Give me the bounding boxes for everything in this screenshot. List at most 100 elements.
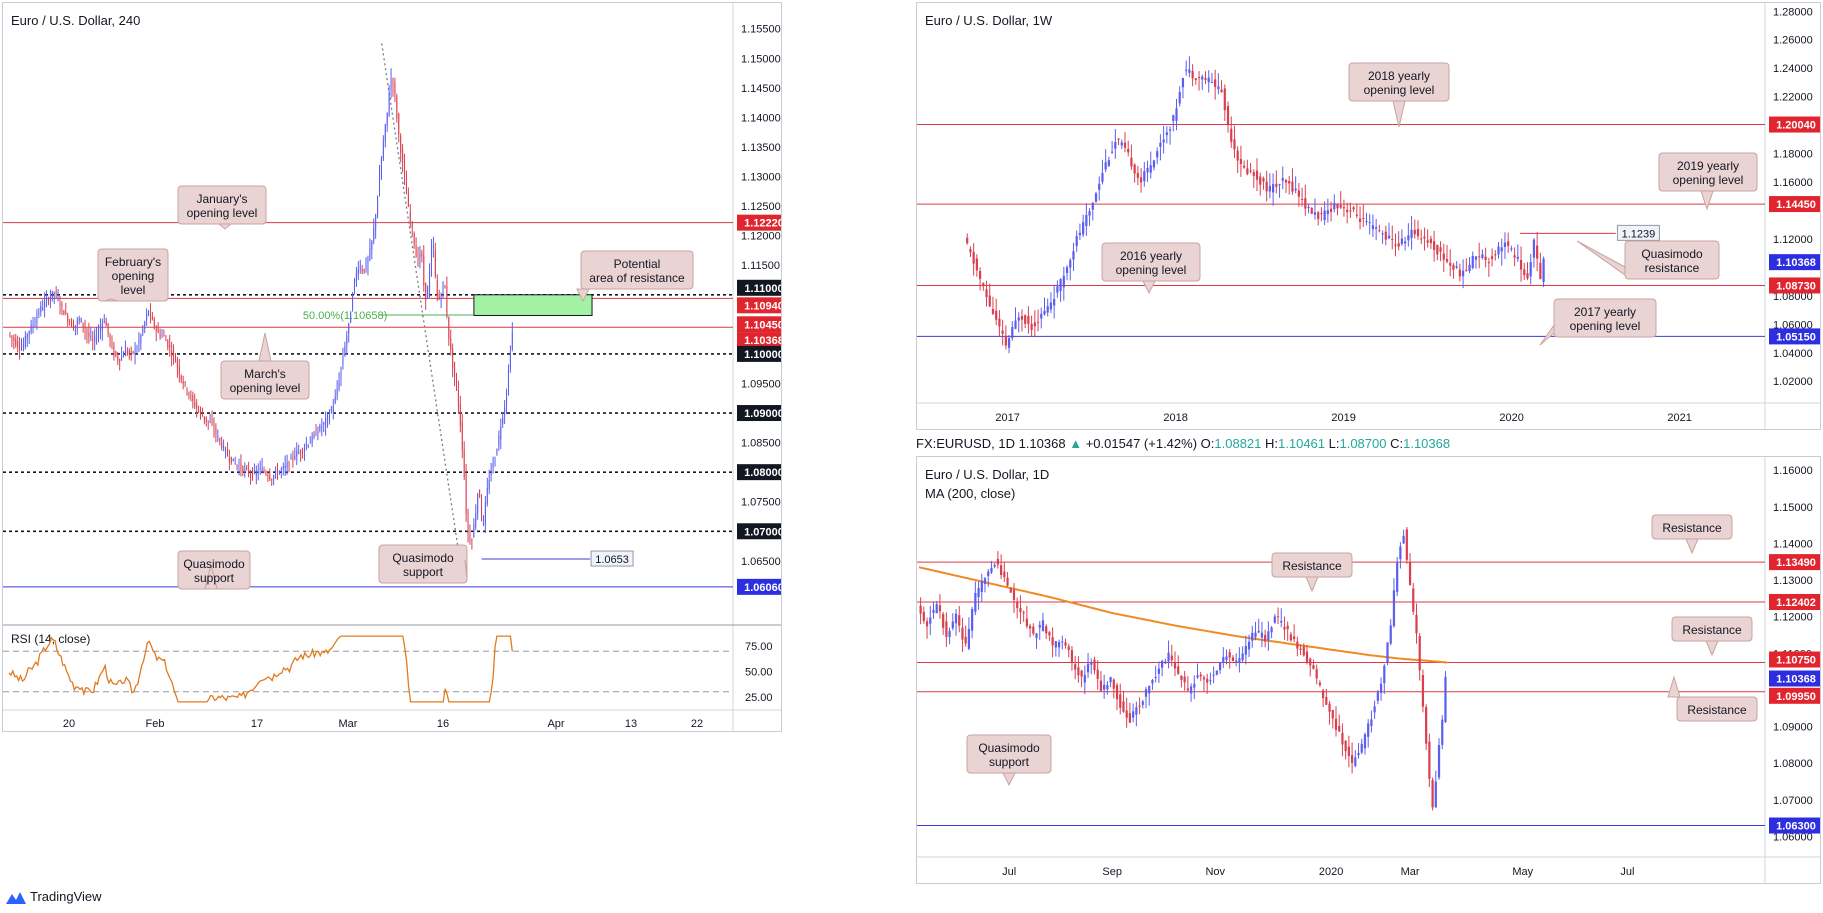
price-candle: [209, 422, 211, 424]
price-candle: [373, 228, 375, 241]
price-candle: [1299, 648, 1302, 651]
price-candle: [53, 292, 55, 294]
price-candle: [1383, 665, 1386, 684]
price-candle: [511, 331, 513, 349]
price-candle: [130, 350, 132, 352]
callout-quasimodo-support-text: support: [989, 755, 1030, 769]
price-candle: [1387, 235, 1391, 239]
price-candle: [97, 332, 99, 335]
time-tick-label: 2021: [1667, 412, 1691, 424]
price-candle: [1149, 165, 1152, 173]
price-candle: [1484, 256, 1487, 261]
last-price: 1.10368: [1018, 436, 1066, 451]
price-candle: [92, 339, 94, 341]
price-candle: [282, 466, 284, 469]
symbol-name[interactable]: FX:EURUSD, 1D: [916, 436, 1015, 451]
price-candle: [1354, 757, 1357, 766]
price-candle: [390, 78, 392, 90]
price-candle: [1503, 242, 1507, 247]
chart-1d-title: Euro / U.S. Dollar, 1D: [925, 467, 1050, 482]
price-tag-box: [737, 316, 781, 333]
price-tag-box: [1769, 687, 1820, 704]
price-candle: [1288, 181, 1291, 184]
price-candle: [961, 627, 964, 640]
chart-1d-canvas[interactable]: 1.160001.150001.140001.130001.120001.110…: [917, 457, 1821, 884]
price-candle: [1468, 264, 1471, 271]
price-candle: [1265, 181, 1268, 192]
price-candle: [1027, 315, 1030, 324]
price-candle: [1391, 238, 1394, 241]
price-candle: [1389, 625, 1392, 644]
price-candle: [1307, 207, 1310, 209]
price-tick-label: 1.08000: [1773, 291, 1813, 303]
price-candle: [1536, 245, 1539, 259]
price-candle: [367, 258, 369, 265]
price-candle: [948, 630, 951, 637]
price-candle: [140, 334, 142, 343]
price-candle: [1091, 202, 1094, 210]
price-candle: [1396, 562, 1399, 592]
price-candle: [1297, 190, 1300, 197]
price-candle: [1397, 243, 1400, 247]
price-candle: [82, 322, 84, 327]
price-tag: 1.10750: [1776, 654, 1816, 666]
price-candle: [1384, 231, 1387, 240]
price-candle: [9, 333, 11, 336]
price-candle: [1086, 663, 1090, 673]
callout-quasimodo-2-text: support: [403, 565, 444, 579]
callout-resistance-1: Resistance: [1651, 514, 1733, 555]
callout-resistance-1-pointer: [1685, 538, 1699, 555]
price-tag: 1.20040: [1776, 120, 1816, 132]
price-candle: [1045, 626, 1048, 634]
price-candle: [61, 303, 63, 307]
price-candle: [500, 427, 502, 440]
price-candle: [1175, 108, 1178, 121]
price-candle: [1510, 248, 1513, 250]
chart-4h-title: Euro / U.S. Dollar, 240: [11, 13, 141, 28]
price-candle: [1138, 705, 1141, 707]
price-candle: [442, 281, 444, 294]
price-tag-box: [1769, 817, 1820, 834]
callout-february-text: February's: [105, 255, 161, 269]
price-candle: [144, 321, 146, 329]
price-candle: [142, 328, 144, 333]
chart-panel-4h[interactable]: 1.15500 1.15000 1.14500 1.14000 1.13500 1.130…: [2, 2, 782, 732]
price-candle: [182, 381, 184, 384]
price-candle: [63, 310, 65, 316]
price-candle: [1328, 703, 1331, 712]
price-candle: [327, 415, 329, 420]
price-candle: [490, 470, 492, 476]
price-candle: [148, 311, 150, 315]
price-candle: [334, 396, 336, 403]
price-candle: [336, 388, 338, 396]
price-tick-label: 1.15000: [1773, 502, 1813, 514]
price-candle: [1329, 208, 1333, 212]
chart-4h-canvas[interactable]: 1.15500 1.15000 1.14500 1.14000 1.13500 1.130…: [3, 3, 782, 732]
chart-1w-canvas[interactable]: 1.28000 1.26000 1.24000 1.22000 1.18000 1.160…: [917, 3, 1821, 430]
price-candle: [1083, 674, 1086, 683]
price-candle: [1272, 184, 1275, 193]
price-tag: 1.13490: [1776, 557, 1816, 569]
price-candle: [993, 565, 996, 567]
price-candle: [1339, 205, 1342, 208]
tradingview-brand[interactable]: TradingView: [6, 889, 102, 904]
price-candle: [15, 339, 17, 346]
price-candle: [1191, 70, 1194, 79]
chart-panel-1w[interactable]: 1.28000 1.26000 1.24000 1.22000 1.18000 1.160…: [916, 2, 1821, 430]
rsi-tick-label: 25.00: [745, 692, 773, 704]
price-candle: [271, 479, 273, 481]
price-candle: [1333, 202, 1336, 210]
price-candle: [1317, 212, 1320, 220]
price-candle: [1231, 657, 1235, 662]
price-candle: [1268, 186, 1271, 192]
price-candle: [294, 455, 296, 460]
chart-panel-1d[interactable]: 1.160001.150001.140001.130001.120001.110…: [916, 456, 1821, 884]
price-candle: [138, 340, 140, 345]
price-candle: [1197, 77, 1201, 79]
callout-resistance-4: Resistance: [1667, 675, 1758, 722]
price-candle: [352, 296, 354, 309]
callout-february-box: [97, 248, 169, 302]
price-candle: [1375, 227, 1378, 229]
